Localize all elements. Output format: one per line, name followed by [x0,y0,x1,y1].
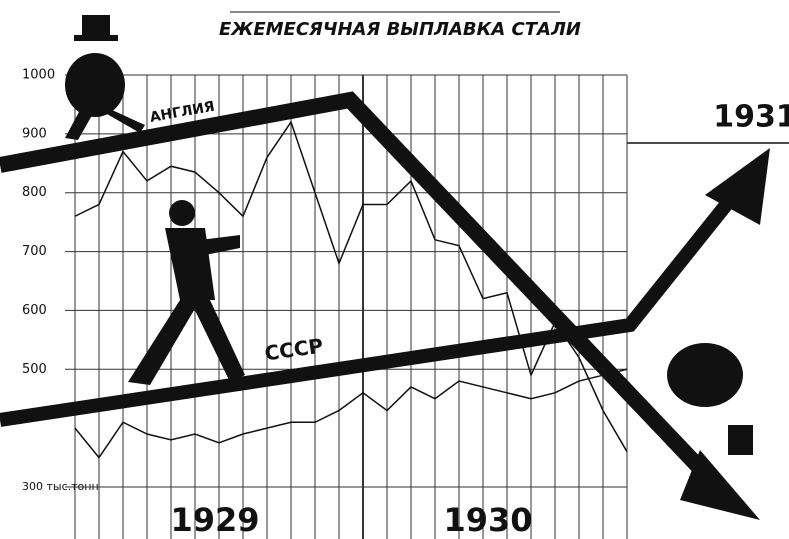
series-line [75,369,627,457]
y-tick-label: 900 [22,126,47,141]
worker-figure [128,200,245,385]
y-tick-label: 600 [22,303,47,318]
ussr-trend [0,175,750,420]
y-tick-label: 700 [22,244,47,259]
y-tick-label: 800 [22,185,47,200]
year-label: 1931 [713,100,789,135]
chart: ЕЖЕМЕСЯЧНАЯ ВЫПЛАВКА СТАЛИ 300 тыс.тонн5… [0,0,789,539]
y-tick-label: 500 [22,362,47,377]
y-tick-label: 1000 [22,68,55,83]
capitalist-figure [65,15,145,140]
chart-title: ЕЖЕМЕСЯЧНАЯ ВЫПЛАВКА СТАЛИ [219,19,581,40]
england-trend [0,100,735,505]
year-label: 1930 [443,501,532,539]
year-label: 1929 [170,501,259,539]
